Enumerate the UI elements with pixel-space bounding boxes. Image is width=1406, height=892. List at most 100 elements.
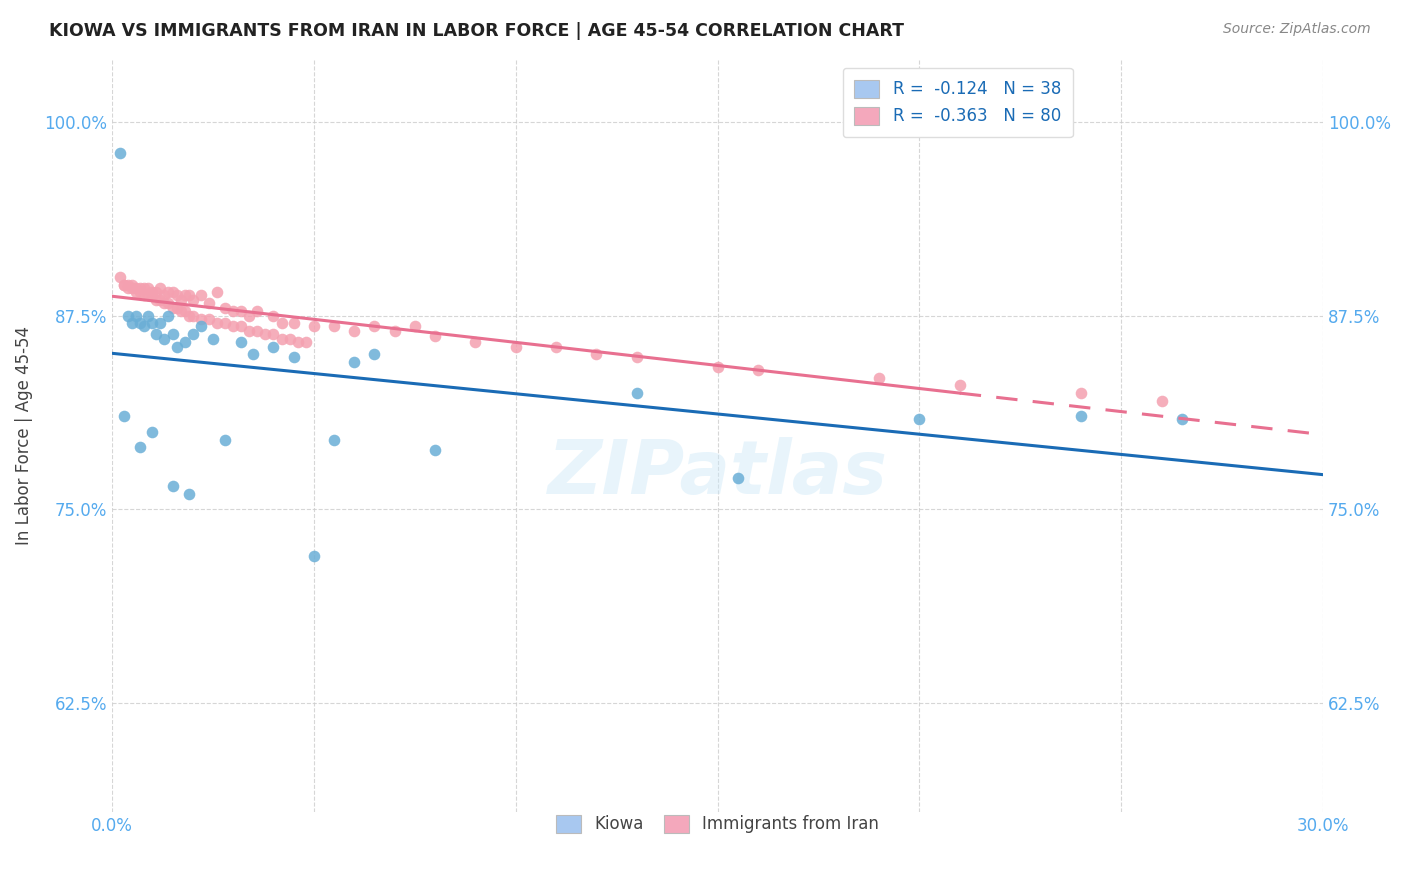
Point — [153, 296, 176, 310]
Point — [134, 280, 156, 294]
Point — [134, 319, 156, 334]
Point — [181, 293, 204, 307]
Point — [129, 285, 152, 300]
Point — [287, 334, 309, 349]
Point — [505, 340, 527, 354]
Point — [201, 332, 224, 346]
Point — [162, 327, 184, 342]
Point — [868, 370, 890, 384]
Point — [242, 347, 264, 361]
Point — [283, 351, 305, 365]
Point — [121, 277, 143, 292]
Point — [214, 301, 236, 315]
Point — [626, 351, 648, 365]
Point — [157, 296, 180, 310]
Point — [136, 309, 159, 323]
Point — [254, 327, 277, 342]
Point — [231, 304, 253, 318]
Point — [246, 304, 269, 318]
Point — [141, 288, 163, 302]
Point — [198, 296, 221, 310]
Point — [153, 288, 176, 302]
Point — [238, 309, 260, 323]
Point — [166, 340, 188, 354]
Point — [145, 327, 167, 342]
Point — [238, 324, 260, 338]
Point — [153, 332, 176, 346]
Point — [141, 425, 163, 439]
Point — [125, 309, 148, 323]
Point — [908, 412, 931, 426]
Point — [706, 359, 728, 374]
Point — [544, 340, 567, 354]
Point — [190, 319, 212, 334]
Point — [222, 304, 245, 318]
Point — [169, 304, 191, 318]
Point — [173, 334, 195, 349]
Point — [363, 347, 385, 361]
Point — [117, 277, 139, 292]
Point — [112, 277, 135, 292]
Point — [278, 332, 301, 346]
Point — [136, 280, 159, 294]
Point — [198, 311, 221, 326]
Point — [262, 340, 284, 354]
Point — [125, 285, 148, 300]
Point — [747, 363, 769, 377]
Point — [129, 441, 152, 455]
Point — [112, 409, 135, 424]
Point — [231, 334, 253, 349]
Text: Source: ZipAtlas.com: Source: ZipAtlas.com — [1223, 22, 1371, 37]
Point — [169, 293, 191, 307]
Point — [166, 301, 188, 315]
Point — [214, 433, 236, 447]
Point — [141, 285, 163, 300]
Point — [117, 280, 139, 294]
Point — [157, 285, 180, 300]
Point — [205, 316, 228, 330]
Point — [949, 378, 972, 392]
Point — [149, 316, 172, 330]
Point — [323, 319, 346, 334]
Point — [129, 280, 152, 294]
Point — [302, 319, 325, 334]
Point — [262, 309, 284, 323]
Point — [157, 309, 180, 323]
Point — [205, 285, 228, 300]
Point — [173, 288, 195, 302]
Point — [423, 328, 446, 343]
Point — [1171, 412, 1194, 426]
Point — [149, 293, 172, 307]
Point — [129, 316, 152, 330]
Point — [222, 319, 245, 334]
Point — [214, 316, 236, 330]
Point — [121, 316, 143, 330]
Point — [177, 288, 200, 302]
Point — [626, 386, 648, 401]
Point — [464, 334, 486, 349]
Point — [190, 311, 212, 326]
Point — [149, 280, 172, 294]
Point — [1070, 386, 1092, 401]
Point — [270, 332, 292, 346]
Point — [343, 324, 366, 338]
Point — [294, 334, 316, 349]
Point — [423, 443, 446, 458]
Point — [302, 549, 325, 563]
Point — [177, 309, 200, 323]
Point — [246, 324, 269, 338]
Point — [262, 327, 284, 342]
Point — [162, 479, 184, 493]
Point — [145, 285, 167, 300]
Point — [134, 288, 156, 302]
Point — [136, 288, 159, 302]
Point — [384, 324, 406, 338]
Point — [121, 280, 143, 294]
Point — [177, 487, 200, 501]
Point — [1150, 393, 1173, 408]
Point — [162, 285, 184, 300]
Point — [112, 277, 135, 292]
Point — [145, 293, 167, 307]
Point — [727, 471, 749, 485]
Point — [1070, 409, 1092, 424]
